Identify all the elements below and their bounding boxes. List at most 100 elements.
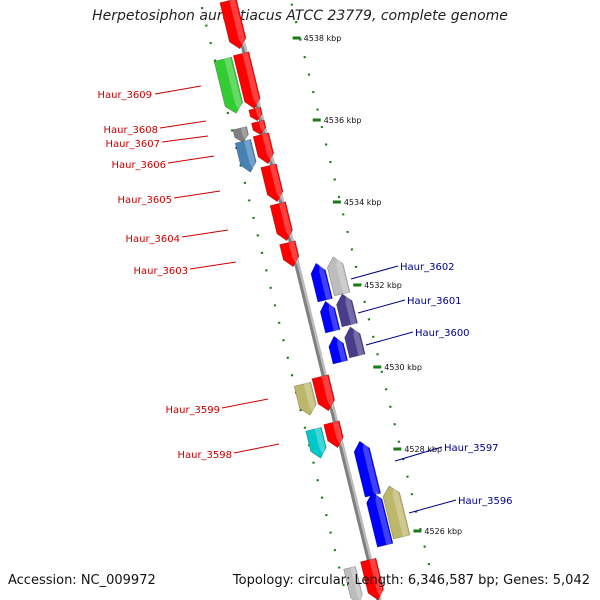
gene-label[interactable]: Haur_3604 <box>125 234 180 245</box>
gene-haur_3609-highlight <box>224 57 242 113</box>
gene-arrow-shape <box>232 126 249 143</box>
gene-arrow-shape <box>319 300 341 334</box>
gene-haur_3605[interactable] <box>260 163 285 204</box>
gene-arrow-shape <box>323 420 344 449</box>
gene-arrow[interactable] <box>364 490 394 548</box>
gene-haur_3608-shape <box>248 106 263 122</box>
gene-arrow-highlight <box>242 52 260 108</box>
gene-arrow[interactable] <box>311 374 337 413</box>
gene-haur_3596-shape <box>382 485 411 540</box>
gene-arrow-shape <box>366 491 394 548</box>
gene-arrow-highlight <box>332 421 343 447</box>
gene-label[interactable]: Haur_3600 <box>415 328 470 339</box>
kbp-tick-label: 4532 kbp <box>364 281 402 290</box>
ruler-dotted-line <box>289 0 436 587</box>
gene-label[interactable]: Haur_3597 <box>444 443 499 454</box>
gene-haur_3601-shape <box>336 293 358 328</box>
gene-haur_3602-shape <box>327 256 351 297</box>
gene-haur_3602-highlight <box>336 256 349 294</box>
gene-arrow[interactable] <box>234 138 258 174</box>
gene-haur_3609-shape <box>213 56 244 114</box>
gene-label[interactable]: Haur_3603 <box>133 266 188 277</box>
gene-leader-line <box>173 190 221 199</box>
gene-haur_3604-shape <box>269 201 293 242</box>
gene-arrow-highlight <box>328 300 339 331</box>
gene-label[interactable]: Haur_3605 <box>117 195 172 206</box>
gene-haur_3607[interactable] <box>251 119 267 136</box>
gene-label[interactable]: Haur_3596 <box>458 496 513 507</box>
gene-leader-line <box>221 398 269 409</box>
gene-label[interactable]: Haur_3598 <box>177 450 232 461</box>
gene-label[interactable]: Haur_3601 <box>407 296 462 307</box>
gene-haur_3603-shape <box>279 240 300 268</box>
gene-leader-line <box>233 443 280 454</box>
gene-haur_3599[interactable] <box>293 381 318 417</box>
gene-leader-line <box>357 299 406 314</box>
gene-arrow[interactable] <box>232 126 250 144</box>
gene-arrow-highlight <box>321 374 334 410</box>
gene-arrow[interactable] <box>343 565 365 600</box>
gene-haur_3599-highlight <box>303 382 315 415</box>
gene-arrow[interactable] <box>219 0 248 51</box>
accession-text: Accession: NC_009972 <box>8 573 156 588</box>
gene-arrow[interactable] <box>232 51 262 111</box>
gene-arrow-highlight <box>319 262 332 300</box>
gene-label[interactable]: Haur_3609 <box>97 90 152 101</box>
gene-haur_3604[interactable] <box>269 201 295 243</box>
gene-haur_3598-highlight <box>314 427 326 458</box>
gene-arrow[interactable] <box>327 334 348 365</box>
gene-haur_3606-shape <box>252 132 274 165</box>
gene-arrow-highlight <box>350 566 362 600</box>
gene-arrow-shape <box>232 51 261 110</box>
gene-arrow-highlight <box>240 126 248 142</box>
gene-haur_3606[interactable] <box>252 132 276 166</box>
kbp-tick-label: 4536 kbp <box>324 116 362 125</box>
gene-haur_3600[interactable] <box>342 325 366 359</box>
genome-summary-text: Topology: circular; Length: 6,346,587 bp… <box>232 573 590 588</box>
gene-arrow-shape <box>360 557 384 600</box>
gene-label[interactable]: Haur_3608 <box>103 125 158 136</box>
gene-arrow-highlight <box>244 139 256 172</box>
gene-haur_3602[interactable] <box>325 255 351 297</box>
gene-leader-line <box>394 446 443 462</box>
gene-haur_3605-shape <box>260 163 284 203</box>
gene-arrow-highlight <box>375 491 392 545</box>
gene-haur_3598[interactable] <box>305 426 329 460</box>
gene-haur_3603[interactable] <box>279 240 301 269</box>
gene-haur_3599-shape <box>293 381 317 416</box>
gene-haur_3603-highlight <box>288 241 298 266</box>
gene-arrow[interactable] <box>309 261 333 303</box>
gene-leader-line <box>408 499 457 514</box>
gene-haur_3601[interactable] <box>334 292 358 328</box>
kbp-tick-label: 4526 kbp <box>424 527 462 536</box>
gene-label[interactable]: Haur_3602 <box>400 262 455 273</box>
gene-leader-line <box>350 265 399 280</box>
kbp-tick-label: 4528 kbp <box>404 445 442 454</box>
gene-arrow-shape <box>310 262 333 303</box>
gene-haur_3605-highlight <box>269 164 282 201</box>
gene-arrow[interactable] <box>318 299 341 334</box>
gene-haur_3597-shape <box>353 440 382 498</box>
gene-haur_3597-highlight <box>363 440 380 495</box>
gene-haur_3598-shape <box>305 426 327 459</box>
gene-label[interactable]: Haur_3599 <box>165 405 220 416</box>
gene-haur_3608[interactable] <box>248 106 264 122</box>
gene-leader-line <box>365 331 414 346</box>
gene-label[interactable]: Haur_3607 <box>105 139 160 150</box>
gene-haur_3604-highlight <box>278 202 292 240</box>
gene-arrow-shape <box>328 335 348 365</box>
gene-haur_3609[interactable] <box>213 56 245 115</box>
gene-arrow[interactable] <box>360 557 385 600</box>
kbp-tick-label: 4534 kbp <box>344 198 382 207</box>
gene-leader-line <box>181 229 229 238</box>
gene-arrow-shape <box>343 565 363 600</box>
gene-haur_3596[interactable] <box>381 484 411 540</box>
gene-arrow-highlight <box>369 558 383 600</box>
gene-label[interactable]: Haur_3606 <box>111 160 166 171</box>
gene-arrow-shape <box>311 374 335 412</box>
gene-haur_3597[interactable] <box>352 439 382 498</box>
kbp-tick-label: 4538 kbp <box>304 34 342 43</box>
map-title: Herpetosiphon aurantiacus ATCC 23779, co… <box>92 8 508 24</box>
gene-haur_3608-highlight <box>255 107 262 120</box>
gene-arrow[interactable] <box>323 420 346 450</box>
